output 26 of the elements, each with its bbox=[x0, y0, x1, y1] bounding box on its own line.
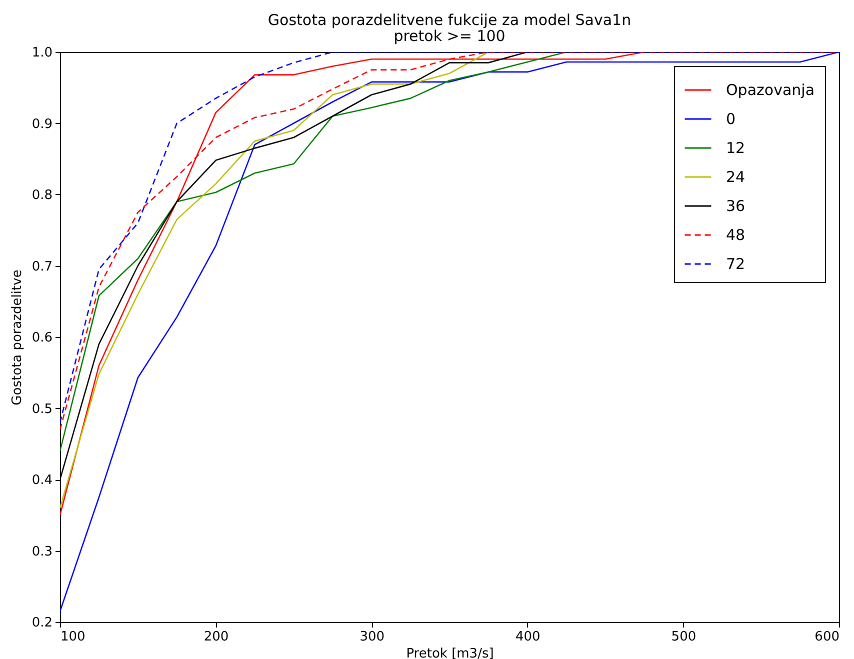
x-tick-label: 400 bbox=[515, 630, 540, 644]
legend-label: 48 bbox=[726, 226, 746, 244]
y-tick-label: 1.0 bbox=[32, 46, 52, 60]
x-tick-label: 500 bbox=[671, 630, 696, 644]
legend-label: 0 bbox=[726, 110, 736, 128]
x-tick-label: 600 bbox=[814, 630, 840, 644]
y-tick-label: 0.2 bbox=[32, 616, 52, 630]
y-axis-title: Gostota porazdelitve bbox=[10, 270, 25, 406]
y-tick-label: 0.9 bbox=[32, 116, 52, 132]
chart-title: Gostota porazdelitvene fukcije za model Sava1n bbox=[268, 11, 632, 29]
y-tick-label: 0.7 bbox=[32, 259, 52, 274]
y-tick-label: 0.4 bbox=[32, 473, 52, 488]
x-tick-label: 200 bbox=[204, 630, 229, 644]
y-tick-label: 0.8 bbox=[32, 188, 52, 203]
y-tick-label: 0.5 bbox=[32, 402, 52, 417]
legend-label: 72 bbox=[726, 255, 746, 273]
x-axis-title: Pretok [m3/s] bbox=[406, 646, 494, 659]
legend-label: 36 bbox=[726, 197, 746, 215]
y-tick-label: 0.3 bbox=[32, 544, 52, 560]
x-tick-label: 100 bbox=[60, 630, 86, 644]
legend-label: Opazovanja bbox=[726, 81, 815, 99]
legend-label: 12 bbox=[726, 139, 746, 157]
y-tick-label: 0.6 bbox=[32, 330, 52, 346]
chart-subtitle: pretok >= 100 bbox=[394, 27, 506, 45]
legend-label: 24 bbox=[726, 168, 746, 186]
x-tick-label: 300 bbox=[360, 630, 385, 644]
